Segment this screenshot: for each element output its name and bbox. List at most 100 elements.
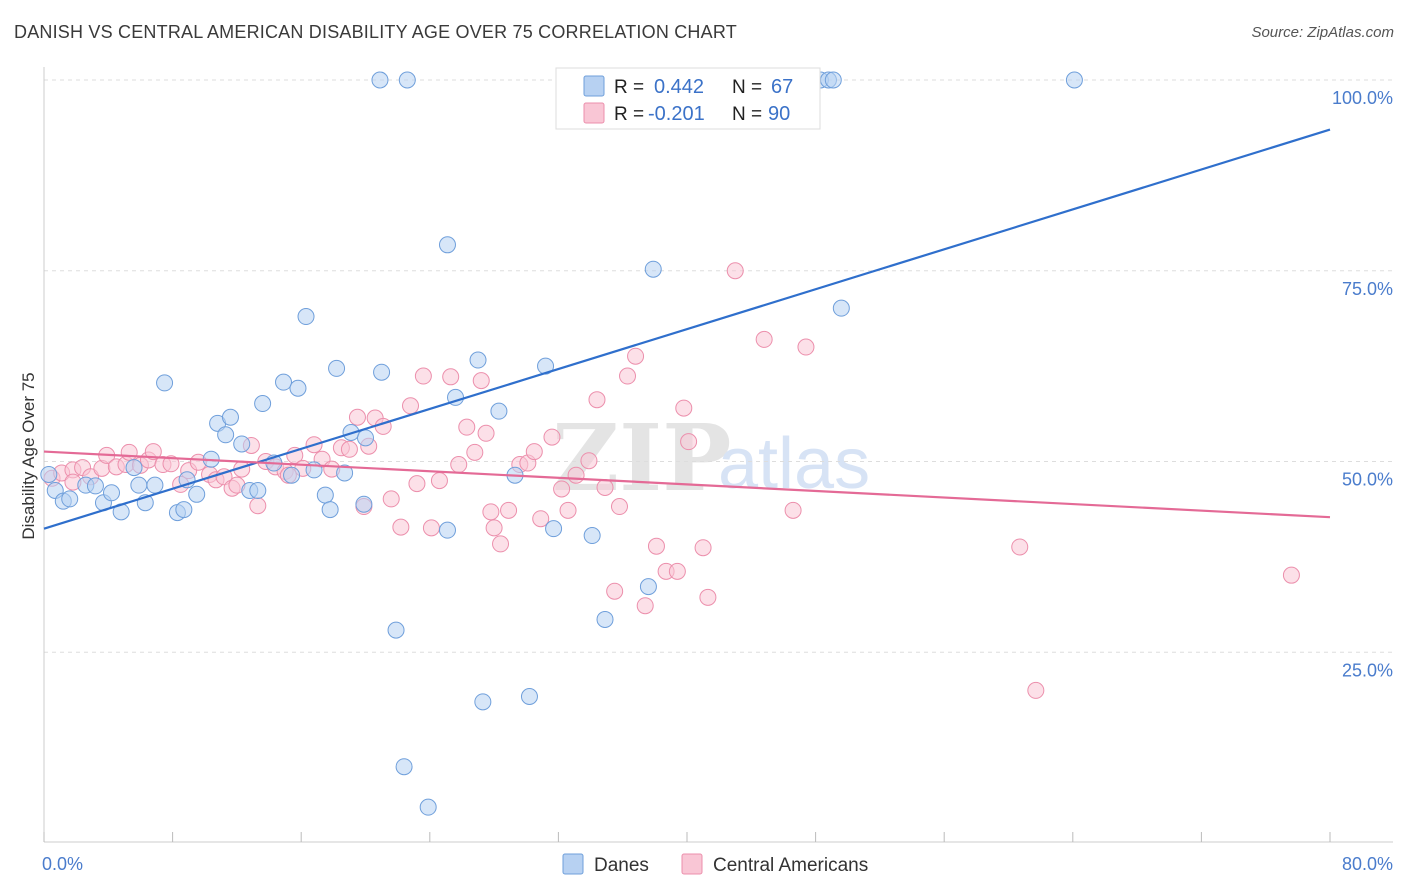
central-american-point [402, 397, 420, 415]
danes-point [188, 485, 206, 503]
danes-point [297, 308, 315, 326]
danes-point [40, 465, 58, 483]
danes-point [832, 299, 850, 317]
central-american-point [485, 519, 503, 537]
legend-swatch-central-americans [583, 102, 605, 124]
central-american-point [532, 510, 550, 528]
central-american-point [382, 490, 400, 508]
danes-point [490, 402, 508, 420]
y-tick-label: 25.0% [1342, 660, 1393, 680]
danes-point [316, 486, 334, 504]
central-american-point [636, 597, 654, 615]
central-american-point [1027, 681, 1045, 699]
danes-point [469, 351, 487, 369]
y-tick-label: 100.0% [1332, 88, 1393, 108]
y-tick-label: 50.0% [1342, 470, 1393, 490]
danes-point [438, 521, 456, 539]
legend-n-value-danes: 67 [771, 76, 793, 98]
danes-point [130, 476, 148, 494]
central-american-point [668, 562, 686, 580]
danes-point [283, 466, 301, 484]
central-american-point [627, 347, 645, 365]
central-american-point [144, 443, 162, 461]
central-american-point [797, 338, 815, 356]
danes-points [40, 71, 1083, 816]
legend-n-value-central-americans: 90 [768, 103, 790, 125]
central-american-point [1011, 538, 1029, 556]
central-american-point [1282, 566, 1300, 584]
danes-point [387, 621, 405, 639]
central-americans-trend-line [43, 450, 1331, 519]
danes-point [639, 578, 657, 596]
danes-point [336, 464, 354, 482]
central-american-point [726, 262, 744, 280]
danes-point [146, 476, 164, 494]
bottom-legend: Danes Central Americans [562, 853, 868, 876]
danes-point [1065, 71, 1083, 89]
central-american-point [596, 478, 614, 496]
central-american-point [588, 391, 606, 409]
trend-lines [43, 128, 1331, 530]
danes-point [254, 395, 272, 413]
y-axis-label: Disability Age Over 75 [19, 372, 38, 539]
danes-point [86, 477, 104, 495]
legend-r-label-danes: R = [614, 77, 644, 98]
danes-point [321, 501, 339, 519]
danes-point [474, 693, 492, 711]
chart-title: DANISH VS CENTRAL AMERICAN DISABILITY AG… [14, 22, 737, 42]
central-american-point [694, 539, 712, 557]
central-american-point [340, 440, 358, 458]
danes-point [545, 520, 563, 538]
danes-point [156, 374, 174, 392]
y-tick-labels: 100.0% 75.0% 50.0% 25.0% [1332, 88, 1393, 680]
danes-point [520, 688, 538, 706]
legend-r-value-danes: 0.442 [654, 76, 704, 98]
x-tick-label-max: 80.0% [1342, 854, 1393, 874]
danes-point [395, 758, 413, 776]
central-american-point [606, 582, 624, 600]
x-tick-label-min: 0.0% [42, 854, 83, 874]
central-american-point [492, 535, 510, 553]
danes-point [289, 379, 307, 397]
source-label: Source: ZipAtlas.com [1251, 24, 1394, 41]
central-american-point [567, 466, 585, 484]
danes-point [373, 363, 391, 381]
danes-point [249, 481, 267, 499]
central-american-point [408, 475, 426, 493]
central-american-point [450, 456, 468, 474]
danes-point [438, 236, 456, 254]
watermark-zip: ZIP [552, 404, 731, 512]
bottom-legend-label-danes: Danes [594, 855, 649, 876]
central-american-point [249, 497, 267, 515]
legend-r-label-central-americans: R = [614, 104, 644, 125]
central-american-point [543, 428, 561, 446]
central-american-point [348, 408, 366, 426]
legend-n-label-central-americans: N = [732, 104, 762, 125]
central-american-point [680, 433, 698, 451]
bottom-legend-swatch-danes [562, 853, 584, 875]
central-american-point [675, 399, 693, 417]
danes-point [61, 490, 79, 508]
central-american-point [525, 443, 543, 461]
central-american-point [414, 367, 432, 385]
danes-point [175, 501, 193, 519]
central-american-point [472, 372, 490, 390]
central-american-point [430, 472, 448, 490]
danes-point [355, 495, 373, 513]
danes-point [596, 610, 614, 628]
central-american-point [422, 519, 440, 537]
danes-point [398, 71, 416, 89]
central-american-point [610, 498, 628, 516]
gridlines [44, 79, 1393, 653]
danes-point [371, 71, 389, 89]
legend-box: R = 0.442 N = 67 R = -0.201 N = 90 [555, 67, 821, 130]
central-american-point [755, 330, 773, 348]
danes-point [125, 459, 143, 477]
central-american-point [619, 367, 637, 385]
central-american-point [162, 455, 180, 473]
danes-point [275, 373, 293, 391]
central-american-point [647, 537, 665, 555]
central-american-point [559, 501, 577, 519]
danes-point [217, 426, 235, 444]
